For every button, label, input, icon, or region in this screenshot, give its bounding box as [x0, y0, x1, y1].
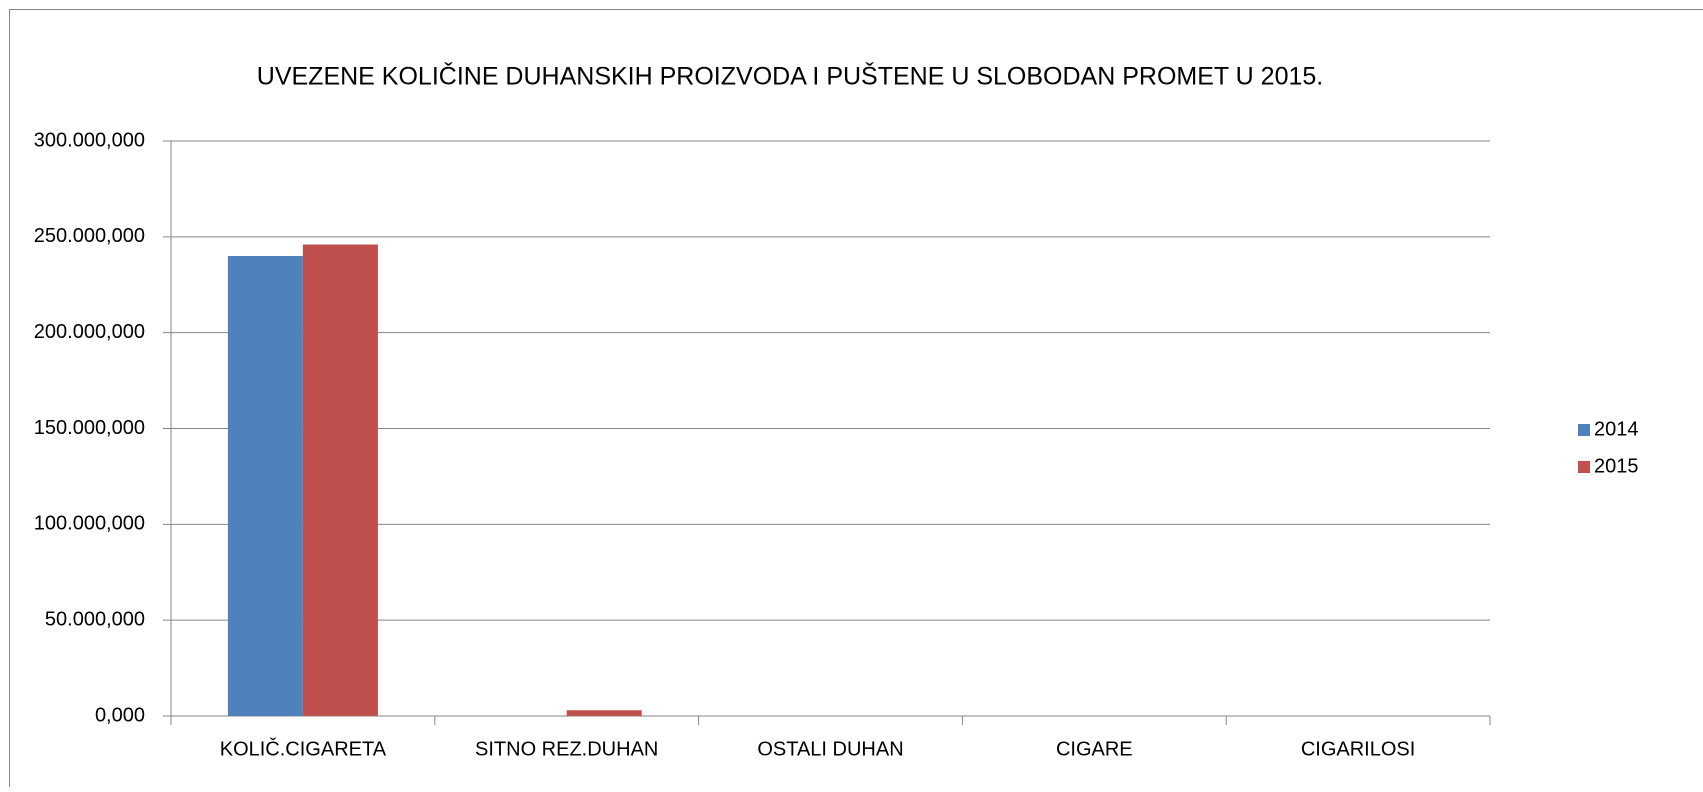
bar [303, 245, 378, 717]
y-tick-label: 150.000,000 [34, 417, 145, 439]
y-tick-label: 300.000,000 [34, 129, 145, 151]
y-tick-label: 200.000,000 [34, 321, 145, 343]
x-tick-label: KOLIČ.CIGARETA [220, 737, 387, 760]
y-tick-label: 100.000,000 [34, 513, 145, 535]
legend-label: 2015 [1594, 455, 1639, 477]
x-tick-label: CIGARE [1056, 738, 1133, 760]
bar [228, 256, 303, 716]
x-tick-label: SITNO REZ.DUHAN [475, 738, 658, 760]
x-tick-label: OSTALI DUHAN [757, 738, 903, 760]
legend-swatch [1578, 424, 1590, 436]
y-tick-label: 250.000,000 [34, 225, 145, 247]
x-tick-label: CIGARILOSI [1301, 738, 1415, 760]
y-tick-label: 0,000 [95, 704, 145, 726]
bar [567, 710, 642, 716]
chart-title: UVEZENE KOLIČINE DUHANSKIH PROIZVODA I P… [257, 62, 1323, 91]
legend-swatch [1578, 461, 1590, 473]
legend-label: 2014 [1594, 418, 1639, 440]
y-tick-label: 50.000,000 [45, 608, 145, 630]
